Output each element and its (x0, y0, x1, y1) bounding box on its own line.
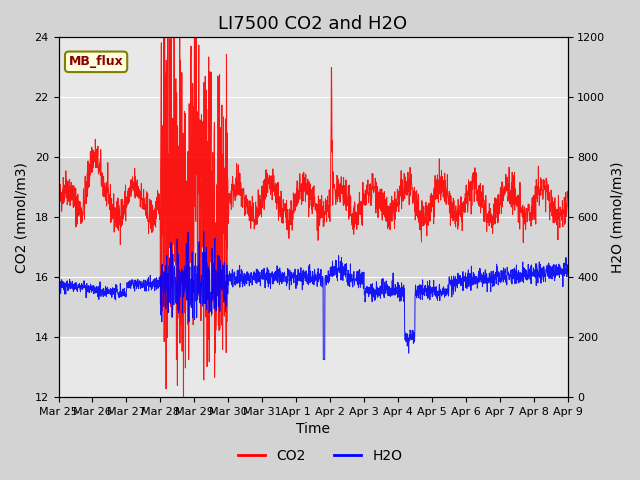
Legend: CO2, H2O: CO2, H2O (232, 443, 408, 468)
Text: MB_flux: MB_flux (68, 55, 124, 68)
Y-axis label: CO2 (mmol/m3): CO2 (mmol/m3) (15, 162, 29, 273)
Title: LI7500 CO2 and H2O: LI7500 CO2 and H2O (218, 15, 408, 33)
Bar (58, 157, 568, 337)
X-axis label: Time: Time (296, 422, 330, 436)
Y-axis label: H2O (mmol/m3): H2O (mmol/m3) (611, 161, 625, 273)
